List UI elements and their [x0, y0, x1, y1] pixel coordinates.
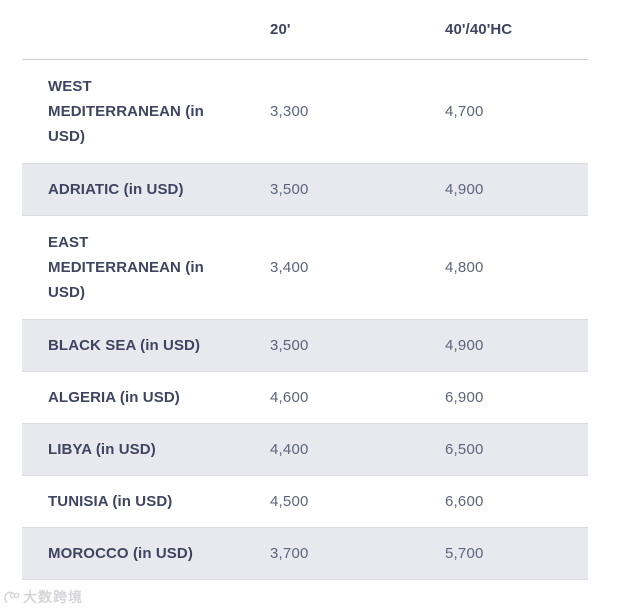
freight-rates-table: 20' 40'/40'HC WEST MEDITERRANEAN (in USD… — [22, 0, 588, 580]
table-row-west-mediterranean: WEST MEDITERRANEAN (in USD) 3,300 4,700 — [22, 60, 588, 164]
rate-20ft: 3,400 — [270, 259, 309, 276]
rate-40ft: 5,700 — [445, 545, 484, 562]
table-row-adriatic: ADRIATIC (in USD) 3,500 4,900 — [22, 164, 588, 216]
rate-20ft: 3,500 — [270, 337, 309, 354]
table-row-east-mediterranean: EAST MEDITERRANEAN (in USD) 3,400 4,800 — [22, 216, 588, 320]
rate-40ft: 4,900 — [445, 181, 484, 198]
watermark: 大数跨境 — [3, 587, 83, 607]
table-row-black-sea: BLACK SEA (in USD) 3,500 4,900 — [22, 320, 588, 372]
header-40ft: 40'/40'HC — [445, 21, 513, 38]
header-20ft: 20' — [270, 21, 291, 38]
row-label: WEST MEDITERRANEAN (in USD) — [48, 78, 204, 145]
row-label: MOROCCO (in USD) — [48, 545, 193, 562]
table-row-tunisia: TUNISIA (in USD) 4,500 6,600 — [22, 476, 588, 528]
rate-20ft: 3,500 — [270, 181, 309, 198]
rate-40ft: 6,900 — [445, 389, 484, 406]
rate-40ft: 6,500 — [445, 441, 484, 458]
table-row-algeria: ALGERIA (in USD) 4,600 6,900 — [22, 372, 588, 424]
row-label: TUNISIA (in USD) — [48, 493, 173, 510]
rate-20ft: 3,300 — [270, 103, 309, 120]
table-row-libya: LIBYA (in USD) 4,400 6,500 — [22, 424, 588, 476]
watermark-logo-icon — [3, 589, 20, 606]
row-label: LIBYA (in USD) — [48, 441, 156, 458]
row-label: BLACK SEA (in USD) — [48, 337, 201, 354]
watermark-text: 大数跨境 — [23, 589, 83, 605]
rate-20ft: 4,500 — [270, 493, 309, 510]
table-header-row: 20' 40'/40'HC — [22, 0, 588, 60]
rate-20ft: 4,400 — [270, 441, 309, 458]
row-label: EAST MEDITERRANEAN (in USD) — [48, 234, 204, 301]
rate-40ft: 4,800 — [445, 259, 484, 276]
rate-40ft: 4,700 — [445, 103, 484, 120]
row-label: ALGERIA (in USD) — [48, 389, 180, 406]
rate-20ft: 3,700 — [270, 545, 309, 562]
table-row-morocco: MOROCCO (in USD) 3,700 5,700 — [22, 528, 588, 580]
rate-20ft: 4,600 — [270, 389, 309, 406]
rate-40ft: 6,600 — [445, 493, 484, 510]
rate-40ft: 4,900 — [445, 337, 484, 354]
row-label: ADRIATIC (in USD) — [48, 181, 184, 198]
